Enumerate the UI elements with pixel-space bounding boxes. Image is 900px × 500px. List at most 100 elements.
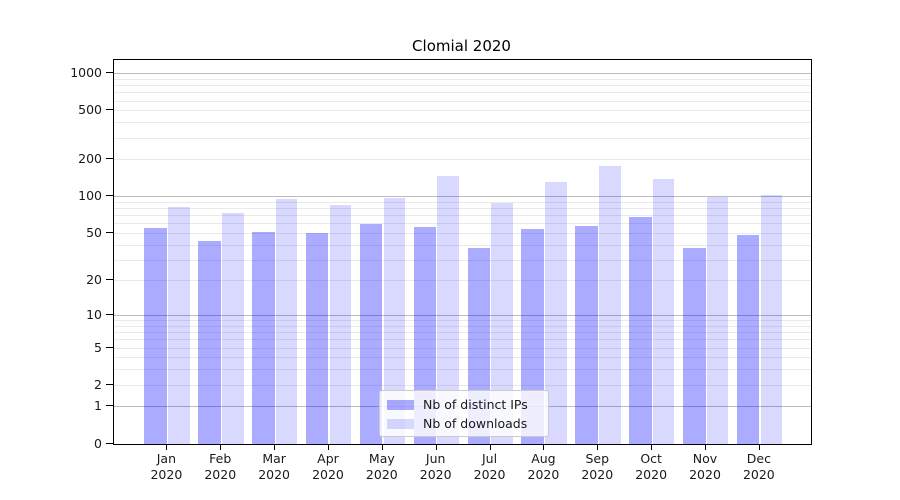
bar-distinct-ips-May-2020 [359,223,383,444]
y-tick-mark [106,72,113,74]
x-tick-mark [543,444,545,450]
bar-distinct-ips-Jun-2020 [413,227,437,444]
x-tick-mark [651,444,653,450]
bar-downloads-Jul-2020 [491,202,513,444]
y-tick-label: 500 [78,102,102,118]
minor-gridline [114,201,811,203]
x-tick-mark [489,444,491,450]
y-tick-mark [106,231,113,233]
bar-downloads-Feb-2020 [222,212,244,444]
minor-gridline [114,122,811,124]
x-tick-label: Jun 2020 [419,451,452,482]
minor-gridline [114,159,811,161]
x-tick-label: Mar 2020 [258,451,291,482]
x-tick-label: Nov 2020 [689,451,721,482]
minor-gridline [114,339,811,341]
minor-gridline [114,223,811,225]
y-tick-label: 2 [94,376,102,392]
bar-downloads-Oct-2020 [652,179,675,444]
bar-distinct-ips-Apr-2020 [305,233,329,444]
y-tick-mark [106,314,113,316]
minor-gridline [114,325,811,327]
minor-gridline [114,369,811,371]
bar-distinct-ips-Oct-2020 [629,217,652,444]
y-tick-label: 20 [86,272,102,288]
y-tick-mark [106,405,113,407]
y-tick-mark [106,346,113,348]
bar-downloads-Mar-2020 [275,198,298,444]
bar-downloads-Jan-2020 [168,207,190,444]
minor-gridline [114,100,811,102]
y-tick-mark [106,279,113,281]
minor-gridline [114,259,811,261]
x-tick-mark [597,444,599,450]
minor-gridline [114,137,811,139]
y-tick-mark [106,442,113,444]
major-gridline [114,315,811,317]
x-tick-mark [705,444,706,450]
y-tick-mark [106,195,113,197]
y-tick-label: 5 [94,339,102,355]
x-tick-mark [435,444,437,450]
legend-item-downloads: Nb of downloads [387,414,527,433]
bar-downloads-Nov-2020 [706,196,729,444]
x-tick-label: Aug 2020 [527,451,560,482]
minor-gridline [114,244,811,246]
x-tick-label: Sep 2020 [581,451,614,482]
legend-swatch-downloads [387,418,414,429]
x-tick-mark [166,444,168,450]
bar-distinct-ips-Jan-2020 [144,228,167,444]
minor-gridline [114,208,811,210]
x-tick-mark [220,444,222,450]
bar-distinct-ips-Sep-2020 [575,226,598,444]
legend-swatch-distinct-ips [387,399,414,410]
chart-title: Clomial 2020 [412,37,511,55]
x-tick-mark [274,444,276,450]
legend: Nb of distinct IPs Nb of downloads [379,390,549,437]
y-tick-mark [106,109,113,111]
minor-gridline [114,332,811,334]
bar-downloads-Apr-2020 [329,205,352,444]
x-tick-mark [381,444,383,450]
minor-gridline [114,320,811,322]
minor-gridline [114,232,811,234]
y-tick-label: 50 [86,224,102,240]
y-tick-label: 10 [86,307,102,323]
plot-area [113,59,812,445]
major-gridline [114,73,811,75]
bar-distinct-ips-Dec-2020 [736,235,760,444]
legend-label-distinct-ips: Nb of distinct IPs [423,397,528,412]
bar-downloads-May-2020 [383,197,406,444]
minor-gridline [114,92,811,94]
legend-label-downloads: Nb of downloads [423,416,528,431]
minor-gridline [114,384,811,386]
y-tick-mark [106,383,113,385]
bar-downloads-Aug-2020 [545,181,567,444]
major-gridline [114,196,811,198]
x-tick-label: Feb 2020 [204,451,237,482]
x-tick-label: Dec 2020 [742,451,775,482]
y-tick-label: 1 [94,398,102,414]
legend-item-distinct-ips: Nb of distinct IPs [387,395,528,414]
bar-distinct-ips-Mar-2020 [252,232,275,444]
y-tick-label: 100 [78,188,102,204]
x-tick-mark [758,444,760,450]
y-tick-label: 0 [94,435,102,451]
y-tick-mark [106,158,113,160]
x-tick-mark [327,444,329,450]
bar-downloads-Jun-2020 [437,176,459,444]
bar-distinct-ips-Feb-2020 [198,241,221,444]
minor-gridline [114,280,811,282]
minor-gridline [114,78,811,80]
y-tick-label: 1000 [70,65,102,81]
minor-gridline [114,215,811,217]
y-tick-label: 200 [78,151,102,167]
x-tick-label: Apr 2020 [312,451,344,482]
x-tick-label: Oct 2020 [635,451,668,482]
minor-gridline [114,347,811,349]
bar-downloads-Dec-2020 [760,195,783,444]
x-tick-label: May 2020 [365,451,398,482]
minor-gridline [114,110,811,112]
bar-downloads-Sep-2020 [599,165,621,444]
